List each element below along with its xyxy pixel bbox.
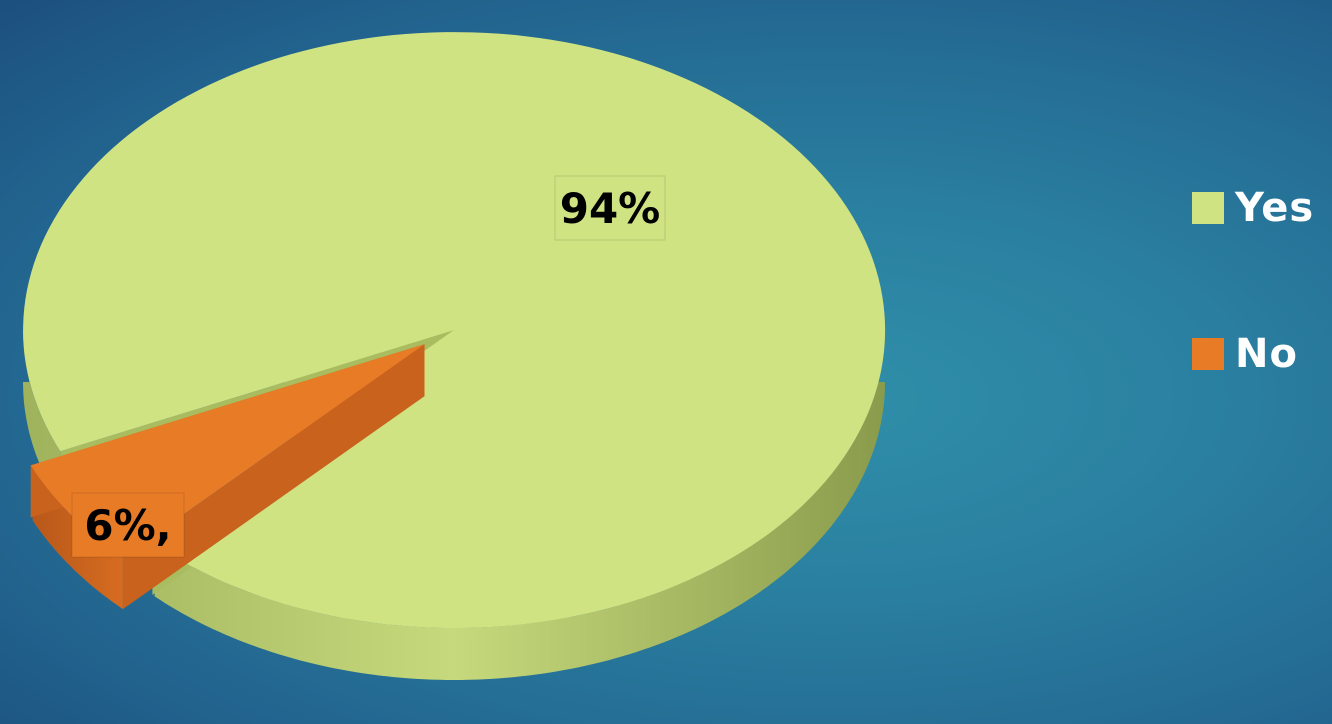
data-label-no-box <box>71 492 185 558</box>
legend-label-yes: Yes <box>1235 185 1315 231</box>
pie-slice-yes-side <box>23 330 885 680</box>
legend-label-no: No <box>1235 331 1298 377</box>
chart-legend: Yes No <box>1192 185 1315 480</box>
data-label-yes-box <box>554 175 666 241</box>
data-label-yes: 94% <box>554 175 666 241</box>
data-label-yes-text: 94% <box>560 184 661 233</box>
pie-slice-yes-top <box>23 32 886 629</box>
legend-item-yes: Yes <box>1192 185 1315 231</box>
legend-swatch-no <box>1192 338 1224 370</box>
legend-item-no: No <box>1192 331 1314 377</box>
data-label-no-text: 6%, <box>84 501 171 550</box>
data-label-no: 6%, <box>71 492 185 558</box>
legend-swatch-yes <box>1192 192 1224 224</box>
